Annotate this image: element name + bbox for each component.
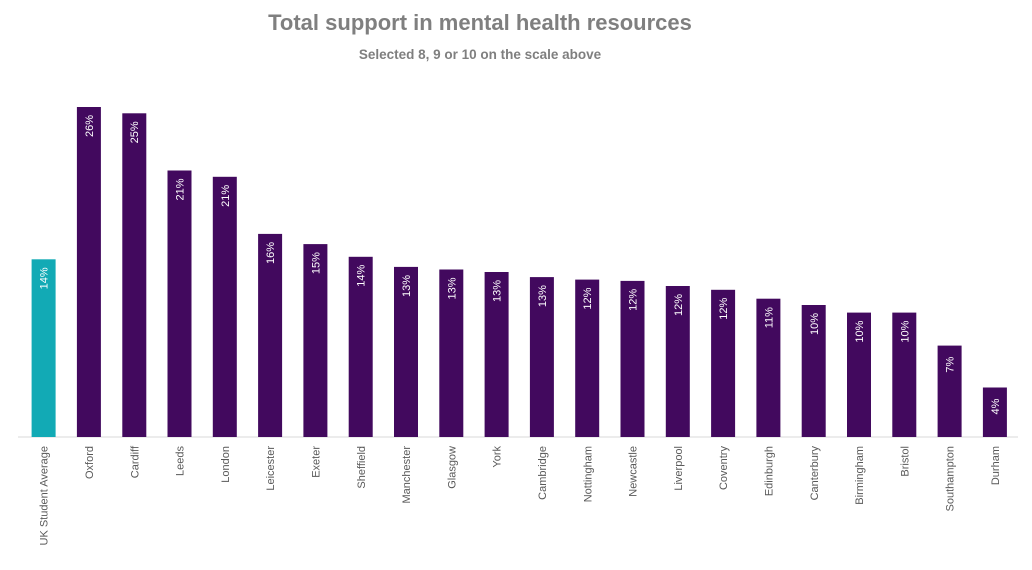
category-label: London xyxy=(220,446,232,483)
category-label: Newcastle xyxy=(628,446,640,497)
data-label: 12% xyxy=(628,289,640,311)
category-label: Birmingham xyxy=(854,446,866,505)
category-label: Cambridge xyxy=(537,446,549,500)
bar-canterbury xyxy=(801,305,826,437)
category-label: Bristol xyxy=(899,446,911,477)
chart-title: Total support in mental health resources xyxy=(268,10,692,35)
bar-manchester xyxy=(394,266,418,437)
data-label: 13% xyxy=(401,275,413,297)
bar-uk-student-average xyxy=(31,259,56,437)
bar-bristol xyxy=(892,312,917,437)
bar-cambridge xyxy=(529,277,554,437)
bar-york xyxy=(484,272,509,437)
category-label: Exeter xyxy=(310,446,322,478)
bar-southampton xyxy=(937,345,962,437)
data-label: 13% xyxy=(446,277,458,299)
category-label: Durham xyxy=(990,446,1002,485)
data-label: 21% xyxy=(175,178,187,200)
category-label: Nottingham xyxy=(582,446,594,502)
data-label: 21% xyxy=(220,185,232,207)
bar-cardiff xyxy=(122,113,147,438)
category-label: Cardiff xyxy=(129,445,141,478)
category-label: Sheffield xyxy=(356,446,368,489)
category-label: Leicester xyxy=(265,446,277,491)
bar-sheffield xyxy=(348,256,373,437)
data-label: 12% xyxy=(673,294,685,316)
data-label: 13% xyxy=(492,280,504,302)
data-label: 10% xyxy=(899,320,911,342)
bar-london xyxy=(212,176,237,438)
category-label: Oxford xyxy=(84,446,96,479)
bar-glasgow xyxy=(439,269,464,437)
bar-exeter xyxy=(303,244,328,437)
category-label: UK Student Average xyxy=(39,446,51,545)
category-label: Liverpool xyxy=(673,446,685,491)
bar-leicester xyxy=(258,233,283,437)
data-label: 14% xyxy=(39,267,51,289)
category-label: Canterbury xyxy=(809,446,821,501)
bar-liverpool xyxy=(665,286,690,437)
data-label: 11% xyxy=(763,307,775,328)
bar-coventry xyxy=(711,289,736,437)
data-label: 16% xyxy=(265,242,277,264)
data-label: 12% xyxy=(718,298,730,320)
data-label: 10% xyxy=(809,313,821,335)
data-label: 10% xyxy=(854,320,866,342)
category-label: Coventry xyxy=(718,446,730,491)
bar-leeds xyxy=(167,170,192,437)
chart-subtitle: Selected 8, 9 or 10 on the scale above xyxy=(358,47,602,62)
data-label: 25% xyxy=(129,121,141,143)
bar-durham xyxy=(982,387,1007,437)
bar-birmingham xyxy=(847,312,871,437)
data-label: 14% xyxy=(356,265,368,287)
data-label: 15% xyxy=(310,252,322,274)
category-label: Manchester xyxy=(401,446,413,504)
category-label: Leeds xyxy=(175,446,187,476)
bar-newcastle xyxy=(620,280,645,437)
category-label: Southampton xyxy=(945,446,957,511)
bar-nottingham xyxy=(575,279,600,437)
data-label: 7% xyxy=(945,356,957,372)
bar-oxford xyxy=(76,107,101,437)
bar-edinburgh xyxy=(756,298,781,437)
data-label: 12% xyxy=(582,287,594,309)
data-label: 13% xyxy=(537,285,549,307)
category-label: York xyxy=(492,446,504,468)
category-label: Glasgow xyxy=(446,446,458,489)
category-label: Edinburgh xyxy=(763,446,775,496)
data-label: 4% xyxy=(990,398,1002,414)
data-label: 26% xyxy=(84,115,96,137)
